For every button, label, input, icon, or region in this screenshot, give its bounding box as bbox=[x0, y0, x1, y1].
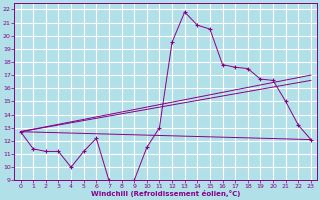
X-axis label: Windchill (Refroidissement éolien,°C): Windchill (Refroidissement éolien,°C) bbox=[91, 190, 240, 197]
